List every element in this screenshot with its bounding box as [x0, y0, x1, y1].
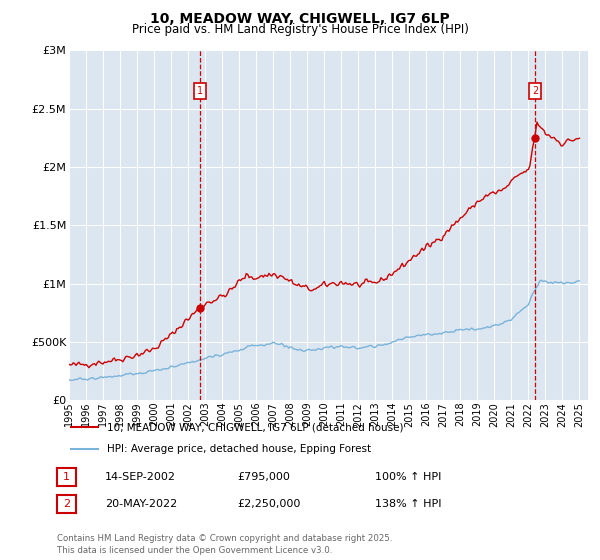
Text: 1: 1	[197, 86, 203, 96]
Text: £795,000: £795,000	[237, 472, 290, 482]
Text: 1: 1	[63, 472, 70, 482]
Text: £2,250,000: £2,250,000	[237, 499, 301, 509]
Text: HPI: Average price, detached house, Epping Forest: HPI: Average price, detached house, Eppi…	[107, 444, 371, 454]
Text: Contains HM Land Registry data © Crown copyright and database right 2025.
This d: Contains HM Land Registry data © Crown c…	[57, 534, 392, 555]
Text: 100% ↑ HPI: 100% ↑ HPI	[375, 472, 442, 482]
Text: Price paid vs. HM Land Registry's House Price Index (HPI): Price paid vs. HM Land Registry's House …	[131, 22, 469, 36]
Text: 2: 2	[532, 86, 538, 96]
Text: 20-MAY-2022: 20-MAY-2022	[105, 499, 177, 509]
Text: 138% ↑ HPI: 138% ↑ HPI	[375, 499, 442, 509]
Text: 10, MEADOW WAY, CHIGWELL, IG7 6LP (detached house): 10, MEADOW WAY, CHIGWELL, IG7 6LP (detac…	[107, 422, 403, 432]
Text: 10, MEADOW WAY, CHIGWELL, IG7 6LP: 10, MEADOW WAY, CHIGWELL, IG7 6LP	[150, 12, 450, 26]
Text: 2: 2	[63, 499, 70, 509]
Text: 14-SEP-2002: 14-SEP-2002	[105, 472, 176, 482]
